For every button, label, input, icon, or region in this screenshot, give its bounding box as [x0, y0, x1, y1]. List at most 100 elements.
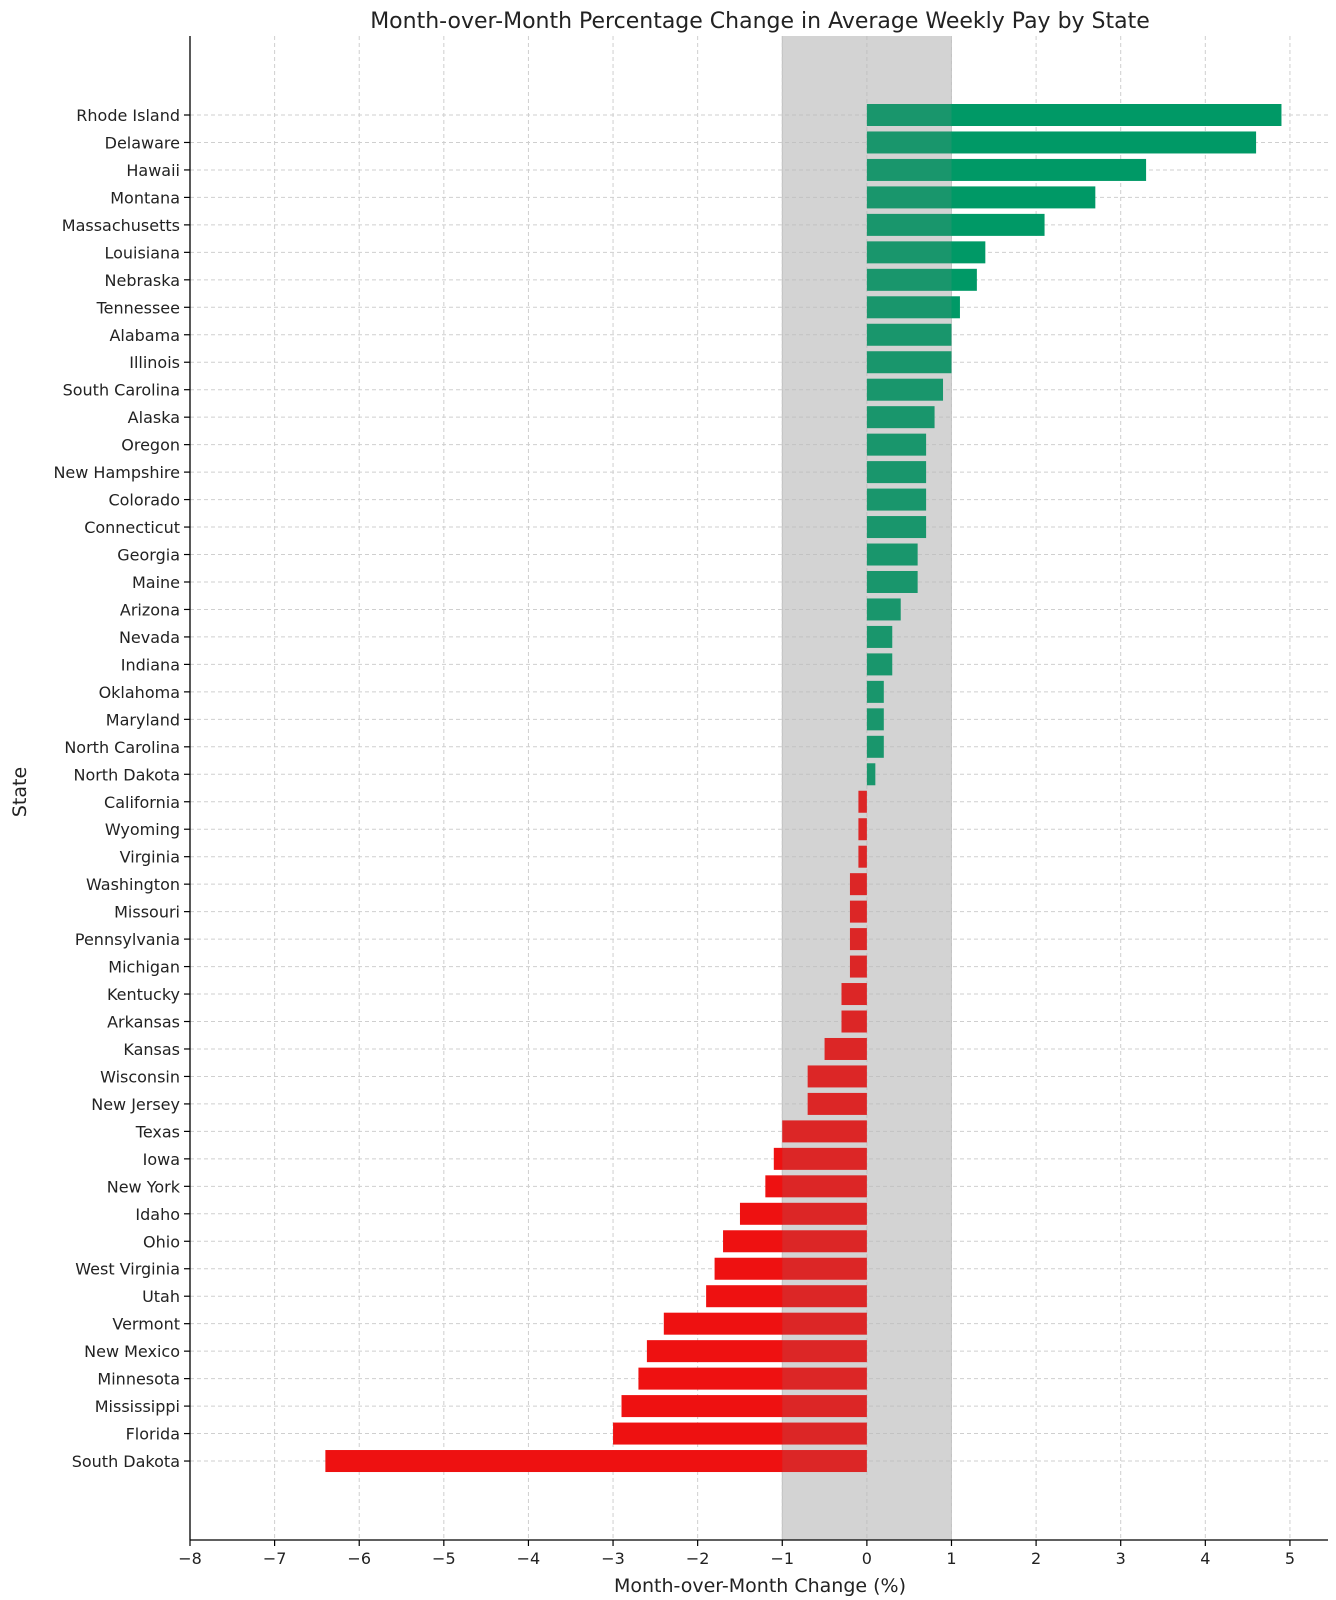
y-tick-label: North Carolina	[64, 738, 180, 757]
x-tick-label: 3	[1116, 1549, 1126, 1568]
bar	[824, 1037, 867, 1060]
bar	[858, 790, 867, 813]
y-tick-label: Maryland	[106, 710, 180, 729]
bar	[866, 351, 952, 374]
bar	[866, 680, 884, 703]
y-tick-label: Rhode Island	[76, 106, 180, 125]
bar	[866, 625, 893, 648]
y-tick-label: Louisiana	[104, 243, 180, 262]
x-tick-label: 5	[1285, 1549, 1295, 1568]
bar	[841, 1010, 867, 1033]
y-tick-label: New York	[107, 1177, 181, 1196]
bar	[866, 186, 1096, 209]
y-tick-label: Connecticut	[84, 518, 180, 537]
bar	[866, 104, 1282, 126]
bar	[646, 1340, 867, 1363]
x-tick-label: 4	[1200, 1549, 1210, 1568]
y-tick-label: Iowa	[143, 1150, 180, 1169]
y-tick-label: Hawaii	[126, 161, 180, 180]
bar	[866, 488, 927, 511]
y-tick-label: Utah	[142, 1287, 180, 1306]
y-tick-label: New Mexico	[84, 1342, 180, 1361]
bar	[866, 570, 918, 593]
bar	[866, 708, 884, 731]
x-axis-label: Month-over-Month Change (%)	[614, 1575, 906, 1597]
y-tick-label: Arizona	[120, 600, 180, 619]
x-tick-label: −3	[601, 1549, 625, 1568]
bar	[866, 131, 1257, 154]
y-tick-label: Massachusetts	[62, 216, 180, 235]
bar	[866, 241, 986, 264]
shaded-band-overlay	[782, 36, 952, 1540]
bar	[807, 1065, 867, 1088]
bar	[866, 158, 1147, 181]
x-tick-label: 0	[862, 1549, 872, 1568]
bar	[866, 543, 918, 566]
y-tick-label: Tennessee	[96, 298, 180, 317]
bar	[723, 1230, 867, 1253]
bar	[866, 598, 901, 621]
y-axis-label: State	[9, 767, 31, 817]
y-tick-label: Illinois	[129, 353, 180, 372]
y-tick-label: Missouri	[114, 903, 180, 922]
y-tick-label: Montana	[110, 188, 180, 207]
bar	[849, 928, 867, 951]
y-tick-label: Georgia	[117, 546, 180, 565]
bar	[807, 1092, 867, 1115]
x-tick-label: −8	[178, 1549, 202, 1568]
bar	[866, 763, 876, 786]
bar	[866, 378, 944, 401]
bar	[858, 845, 867, 868]
y-tick-label: Alaska	[128, 408, 180, 427]
bar	[866, 268, 977, 291]
x-tick-label: −6	[347, 1549, 371, 1568]
y-tick-label: Nebraska	[105, 271, 180, 290]
y-tick-label: Nevada	[119, 628, 180, 647]
bar	[858, 818, 867, 841]
bar	[714, 1257, 867, 1280]
y-tick-label: South Carolina	[63, 381, 180, 400]
y-tick-label: Oregon	[121, 436, 180, 455]
bar	[706, 1285, 867, 1308]
y-tick-label: Pennsylvania	[75, 930, 180, 949]
y-tick-label: Texas	[135, 1122, 180, 1141]
bar	[866, 433, 927, 456]
chart-title: Month-over-Month Percentage Change in Av…	[370, 9, 1150, 34]
y-tick-label: West Virginia	[75, 1260, 180, 1279]
bar	[849, 873, 867, 896]
y-tick-label: Michigan	[108, 958, 180, 977]
y-tick-label: Idaho	[135, 1205, 180, 1224]
y-tick-label: Delaware	[105, 133, 180, 152]
bar	[739, 1202, 867, 1225]
y-tick-label: Wisconsin	[100, 1067, 180, 1086]
bar	[866, 323, 952, 346]
y-tick-label: North Dakota	[73, 765, 180, 784]
y-tick-label: Mississippi	[95, 1397, 180, 1416]
y-tick-label: Washington	[86, 875, 180, 894]
bar	[325, 1450, 867, 1473]
y-tick-label: California	[104, 793, 180, 812]
y-tick-label: Alabama	[109, 326, 180, 345]
y-tick-label: Vermont	[112, 1315, 180, 1334]
y-tick-label: Ohio	[143, 1232, 180, 1251]
bar	[613, 1422, 867, 1445]
y-tick-label: Kentucky	[107, 985, 180, 1004]
y-tick-label: Maine	[132, 573, 180, 592]
bar	[638, 1367, 867, 1390]
bar	[849, 955, 867, 978]
bar	[841, 983, 867, 1006]
y-tick-label: New Jersey	[91, 1095, 180, 1114]
bar	[849, 900, 867, 923]
y-tick-label: Indiana	[121, 655, 180, 674]
y-tick-label: New Hampshire	[53, 463, 180, 482]
bar	[866, 653, 893, 676]
bar	[663, 1312, 867, 1335]
x-tick-label: −1	[770, 1549, 794, 1568]
bar	[866, 735, 884, 758]
y-tick-label: Kansas	[123, 1040, 180, 1059]
bar	[773, 1147, 867, 1170]
bar	[782, 1120, 867, 1143]
bar	[765, 1175, 867, 1198]
